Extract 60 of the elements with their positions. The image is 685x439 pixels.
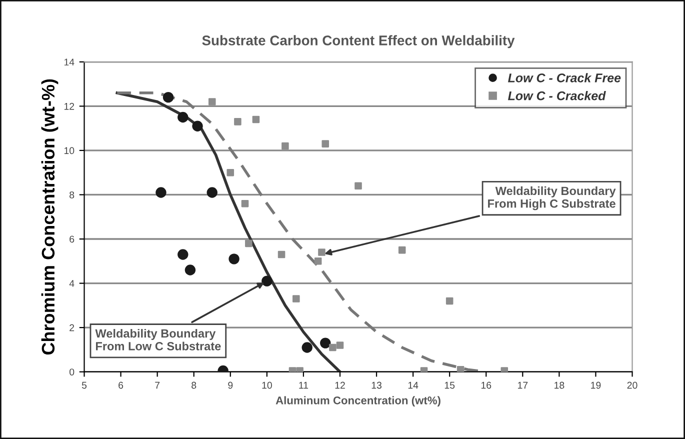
y-tick-label: 8 [70,191,74,198]
point [252,116,260,124]
x-tick-label: 13 [372,382,382,389]
x-tick-label: 17 [518,382,528,389]
point [329,344,336,352]
x-tick-label: 14 [408,382,418,389]
point [206,187,218,198]
point [245,240,252,248]
point [336,342,344,349]
point [456,366,464,372]
point [278,250,286,258]
point [446,297,454,305]
point [208,98,216,106]
y-tick-label: 4 [69,280,74,287]
chart-title: Substrate Carbon Content Effect on Weldability [202,35,515,48]
x-tick-label: 7 [155,382,160,389]
x-tick-label: 5 [82,382,87,389]
x-tick-label: 18 [554,382,564,389]
x-tick-label: 8 [192,382,196,389]
point [178,112,188,123]
x-tick-label: 19 [591,382,601,389]
point [322,140,330,148]
point [184,264,196,276]
point [292,295,300,302]
y-tick-label: 2 [70,324,74,332]
point [398,246,406,254]
annotation: Weldability Boundary From High C Substrate [488,186,616,210]
point [226,168,234,176]
legend-label: Low C - Crack Free [508,73,621,82]
point [354,182,362,190]
point [192,120,203,132]
x-tick-label: 9 [228,382,233,389]
point [314,258,322,265]
point [282,142,289,150]
x-tick-label: 15 [444,382,455,389]
point [302,342,312,353]
y-tick-label: 6 [70,236,74,243]
point [262,276,272,286]
x-tick-label: 6 [118,382,124,389]
y-tick-label: 12 [64,102,74,110]
x-tick-label: 20 [627,382,638,389]
x-tick-label: 10 [262,382,272,389]
point [234,118,242,126]
point [156,187,166,198]
y-tick-label: 0 [70,368,74,376]
y-tick-label: 14 [64,58,74,66]
legend-label: Low C - Cracked [508,91,606,100]
y-axis-title: Chromium Concentration (wt-%) [41,79,58,355]
point [318,248,326,256]
point [241,200,249,208]
x-tick-label: 12 [335,382,345,389]
point [320,338,331,348]
point [228,254,240,264]
point [178,249,188,260]
x-axis-title: Aluminum Concentration (wt%) [276,396,440,407]
x-tick-label: 11 [299,382,308,389]
x-tick-label: 16 [481,382,492,389]
point [162,92,174,103]
y-tick-label: 10 [64,147,74,154]
annotation: Weldability Boundary From Low C Substrate [95,328,221,350]
